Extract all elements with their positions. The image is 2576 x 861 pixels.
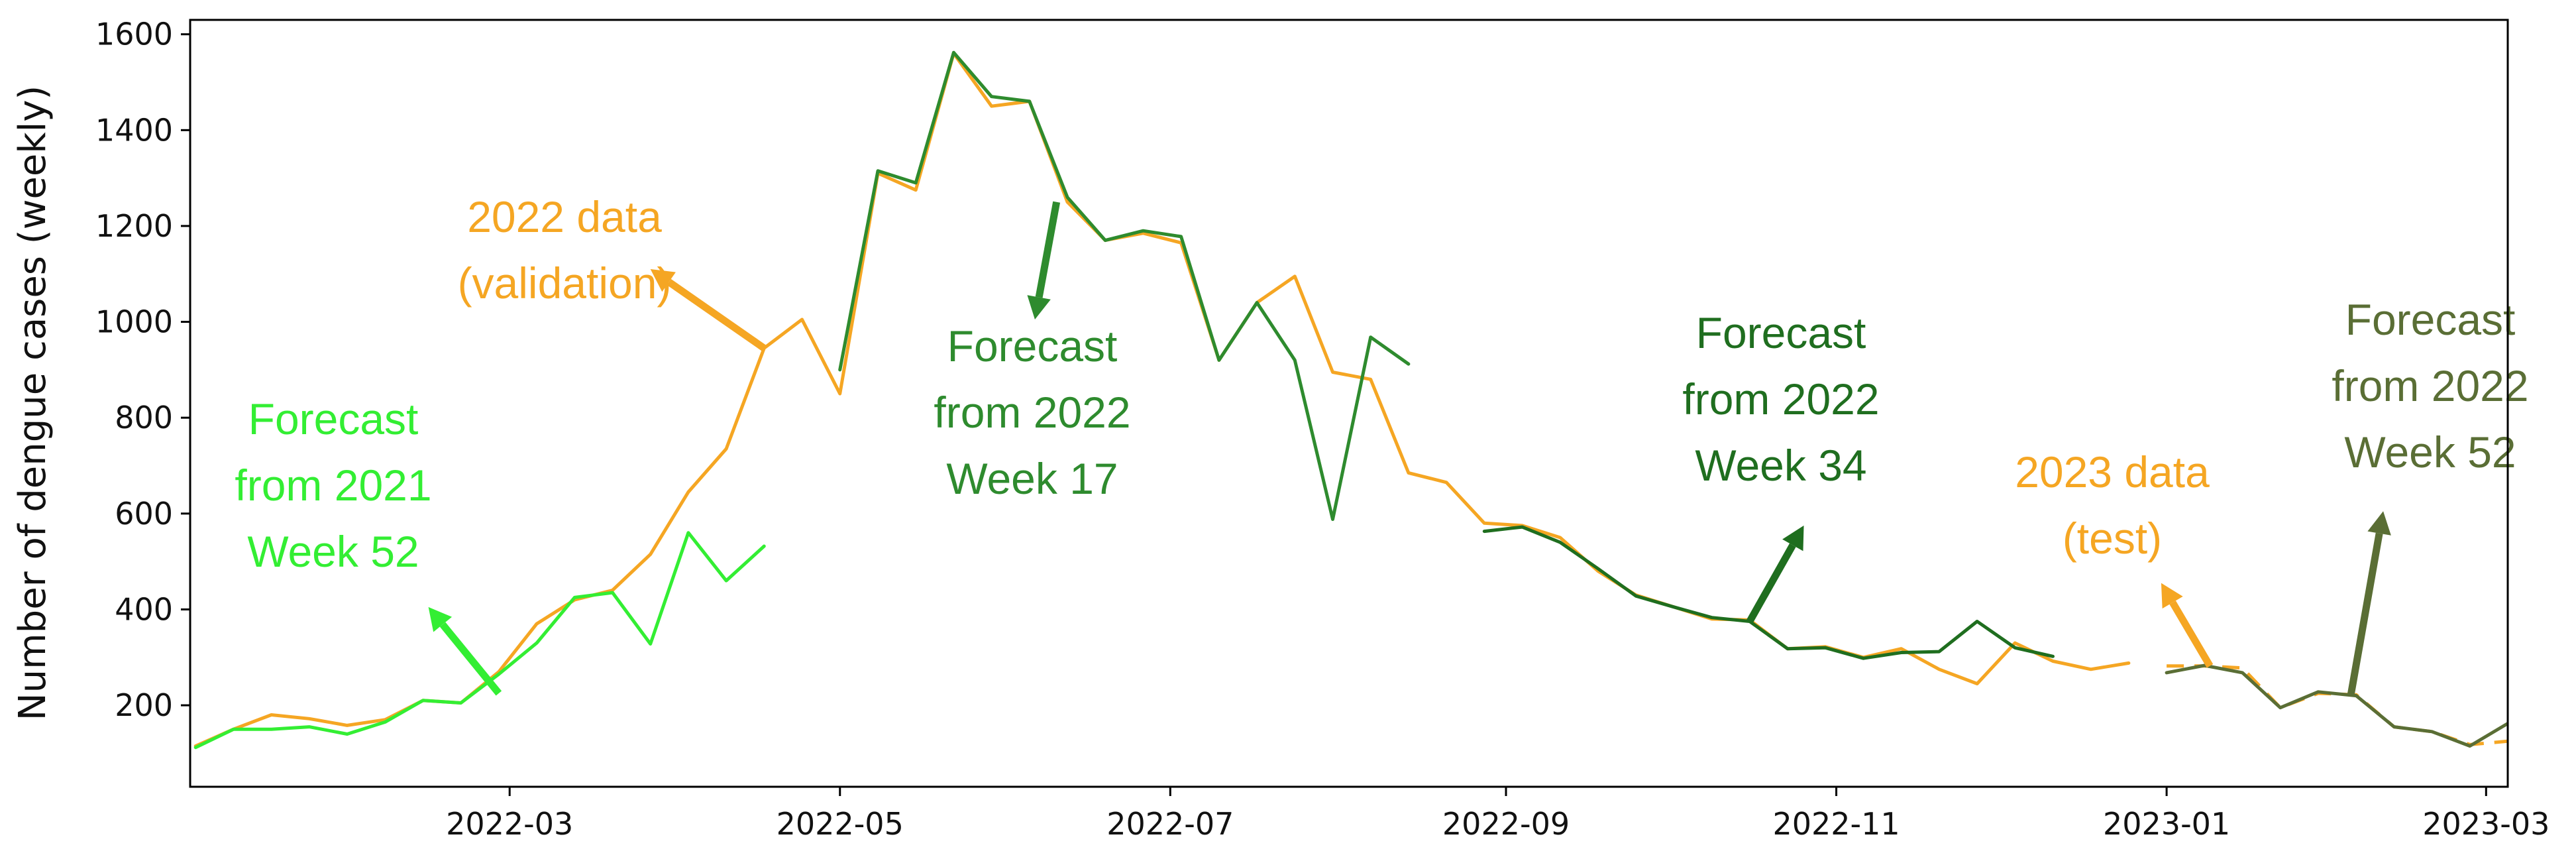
x-tick-label: 2022-07 bbox=[1106, 806, 1234, 842]
annotation-arrow-head bbox=[2367, 511, 2391, 536]
plot-series bbox=[193, 50, 2508, 750]
annotation-label: 2023 data (test) bbox=[2015, 447, 2210, 563]
x-tick-label: 2023-01 bbox=[2103, 806, 2230, 842]
annotation-arrow-head bbox=[1027, 295, 1051, 319]
annotation-label: Forecast from 2022 Week 34 bbox=[1682, 308, 1879, 490]
y-axis-title: Number of dengue cases (weekly) bbox=[11, 86, 54, 721]
x-tick-label: 2022-05 bbox=[777, 806, 904, 842]
annotation-arrow-head bbox=[2161, 583, 2183, 609]
annotation-arrow-shaft bbox=[1746, 543, 1796, 624]
y-tick-label: 1400 bbox=[95, 112, 173, 148]
y-tick-label: 400 bbox=[115, 591, 173, 627]
y-tick-label: 800 bbox=[115, 400, 173, 435]
annotation-label: Forecast from 2022 Week 52 bbox=[2332, 295, 2528, 477]
plot-frame bbox=[189, 19, 2509, 788]
x-tick-label: 2022-11 bbox=[1772, 806, 1900, 842]
y-tick-label: 600 bbox=[115, 496, 173, 532]
annotation-arrow-shaft bbox=[2169, 601, 2214, 668]
annotation-label: Forecast from 2021 Week 52 bbox=[235, 394, 431, 576]
annotation-labels: 2022 data (validation)Forecast from 2021 We… bbox=[235, 192, 2528, 576]
annotation-arrow-head bbox=[428, 606, 453, 632]
series-line-5 bbox=[2165, 663, 2508, 748]
y-tick-label: 1600 bbox=[95, 17, 173, 52]
x-axis: 2022-03 2022-05 2022-07 2022-09 2022-11 2023-… bbox=[446, 787, 2549, 842]
annotation-arrow-shaft bbox=[2347, 532, 2383, 697]
y-tick-label: 1000 bbox=[95, 304, 173, 340]
series-line-2 bbox=[193, 531, 766, 750]
annotation-arrows bbox=[428, 201, 2391, 697]
annotation-arrow-head bbox=[1782, 525, 1804, 551]
x-tick-label: 2023-03 bbox=[2422, 806, 2549, 842]
annotation-arrow-shaft bbox=[1035, 201, 1061, 298]
annotation-label: 2022 data (validation) bbox=[458, 192, 672, 308]
series-line-3 bbox=[838, 50, 1411, 521]
annotation-arrow-head bbox=[650, 269, 676, 292]
series-line-4 bbox=[1482, 525, 2055, 660]
annotation-arrow-shaft bbox=[439, 622, 502, 696]
x-tick-label: 2022-03 bbox=[446, 806, 573, 842]
x-tick-label: 2022-09 bbox=[1442, 806, 1570, 842]
annotation-label: Forecast from 2022 Week 17 bbox=[934, 321, 1130, 503]
series-line-1 bbox=[2167, 664, 2508, 746]
y-tick-label: 1200 bbox=[95, 208, 173, 244]
y-tick-label: 200 bbox=[115, 687, 173, 723]
annotation-arrow-shaft bbox=[667, 278, 767, 351]
y-axis: 200 400 600 800 1000 1200 1400 1600 bbox=[95, 17, 190, 723]
